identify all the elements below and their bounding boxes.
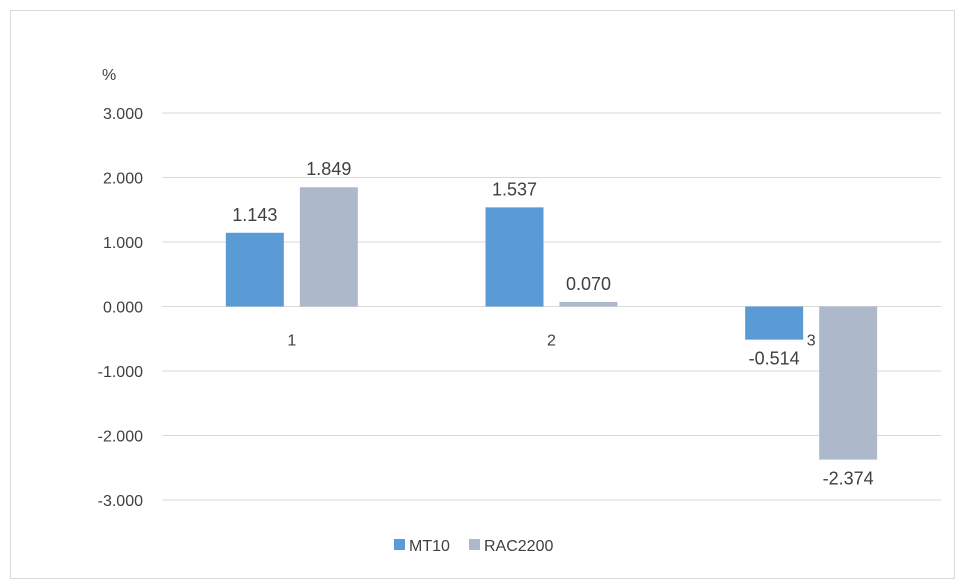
bar-rac2200-3 [819, 306, 878, 460]
y-tick-label: -2.000 [98, 429, 143, 446]
y-tick-label: 0.000 [103, 300, 143, 317]
gridlines [162, 112, 941, 501]
chart-frame [10, 10, 955, 579]
y-tick-label: -1.000 [98, 364, 143, 381]
legend-label-rac2200: RAC2200 [484, 538, 553, 555]
legend: MT10 RAC2200 [394, 538, 553, 555]
bar-rac2200-2 [559, 301, 618, 307]
legend-swatch-rac2200 [469, 539, 480, 550]
y-axis-ticks: 3.000 2.000 1.000 0.000 -1.000 -2.000 -3.000 [98, 106, 143, 510]
bar-mt10-1 [225, 232, 284, 307]
category-labels: 1 2 3 [287, 333, 815, 350]
data-label: 1.849 [306, 159, 351, 179]
category-label: 3 [807, 333, 816, 350]
legend-label-mt10: MT10 [409, 538, 450, 555]
y-tick-label: 3.000 [103, 106, 143, 123]
y-tick-label: 2.000 [103, 171, 143, 188]
data-label: -0.514 [749, 349, 800, 369]
data-label: 0.070 [566, 274, 611, 294]
category-label: 1 [287, 333, 296, 350]
y-tick-label: -3.000 [98, 493, 143, 510]
data-labels: 1.143 1.849 1.537 0.070 -0.514 -2.374 [232, 159, 873, 488]
bar-rac2200-1 [299, 187, 358, 307]
data-label: 1.537 [492, 179, 537, 199]
bar-mt10-3 [745, 306, 804, 340]
bars [225, 187, 878, 460]
legend-swatch-mt10 [394, 539, 405, 550]
category-label: 2 [547, 333, 556, 350]
bar-mt10-2 [485, 207, 544, 307]
data-label: -2.374 [823, 469, 874, 489]
data-label: 1.143 [232, 205, 277, 225]
y-tick-label: 1.000 [103, 235, 143, 252]
y-axis-unit-label: % [102, 67, 116, 84]
